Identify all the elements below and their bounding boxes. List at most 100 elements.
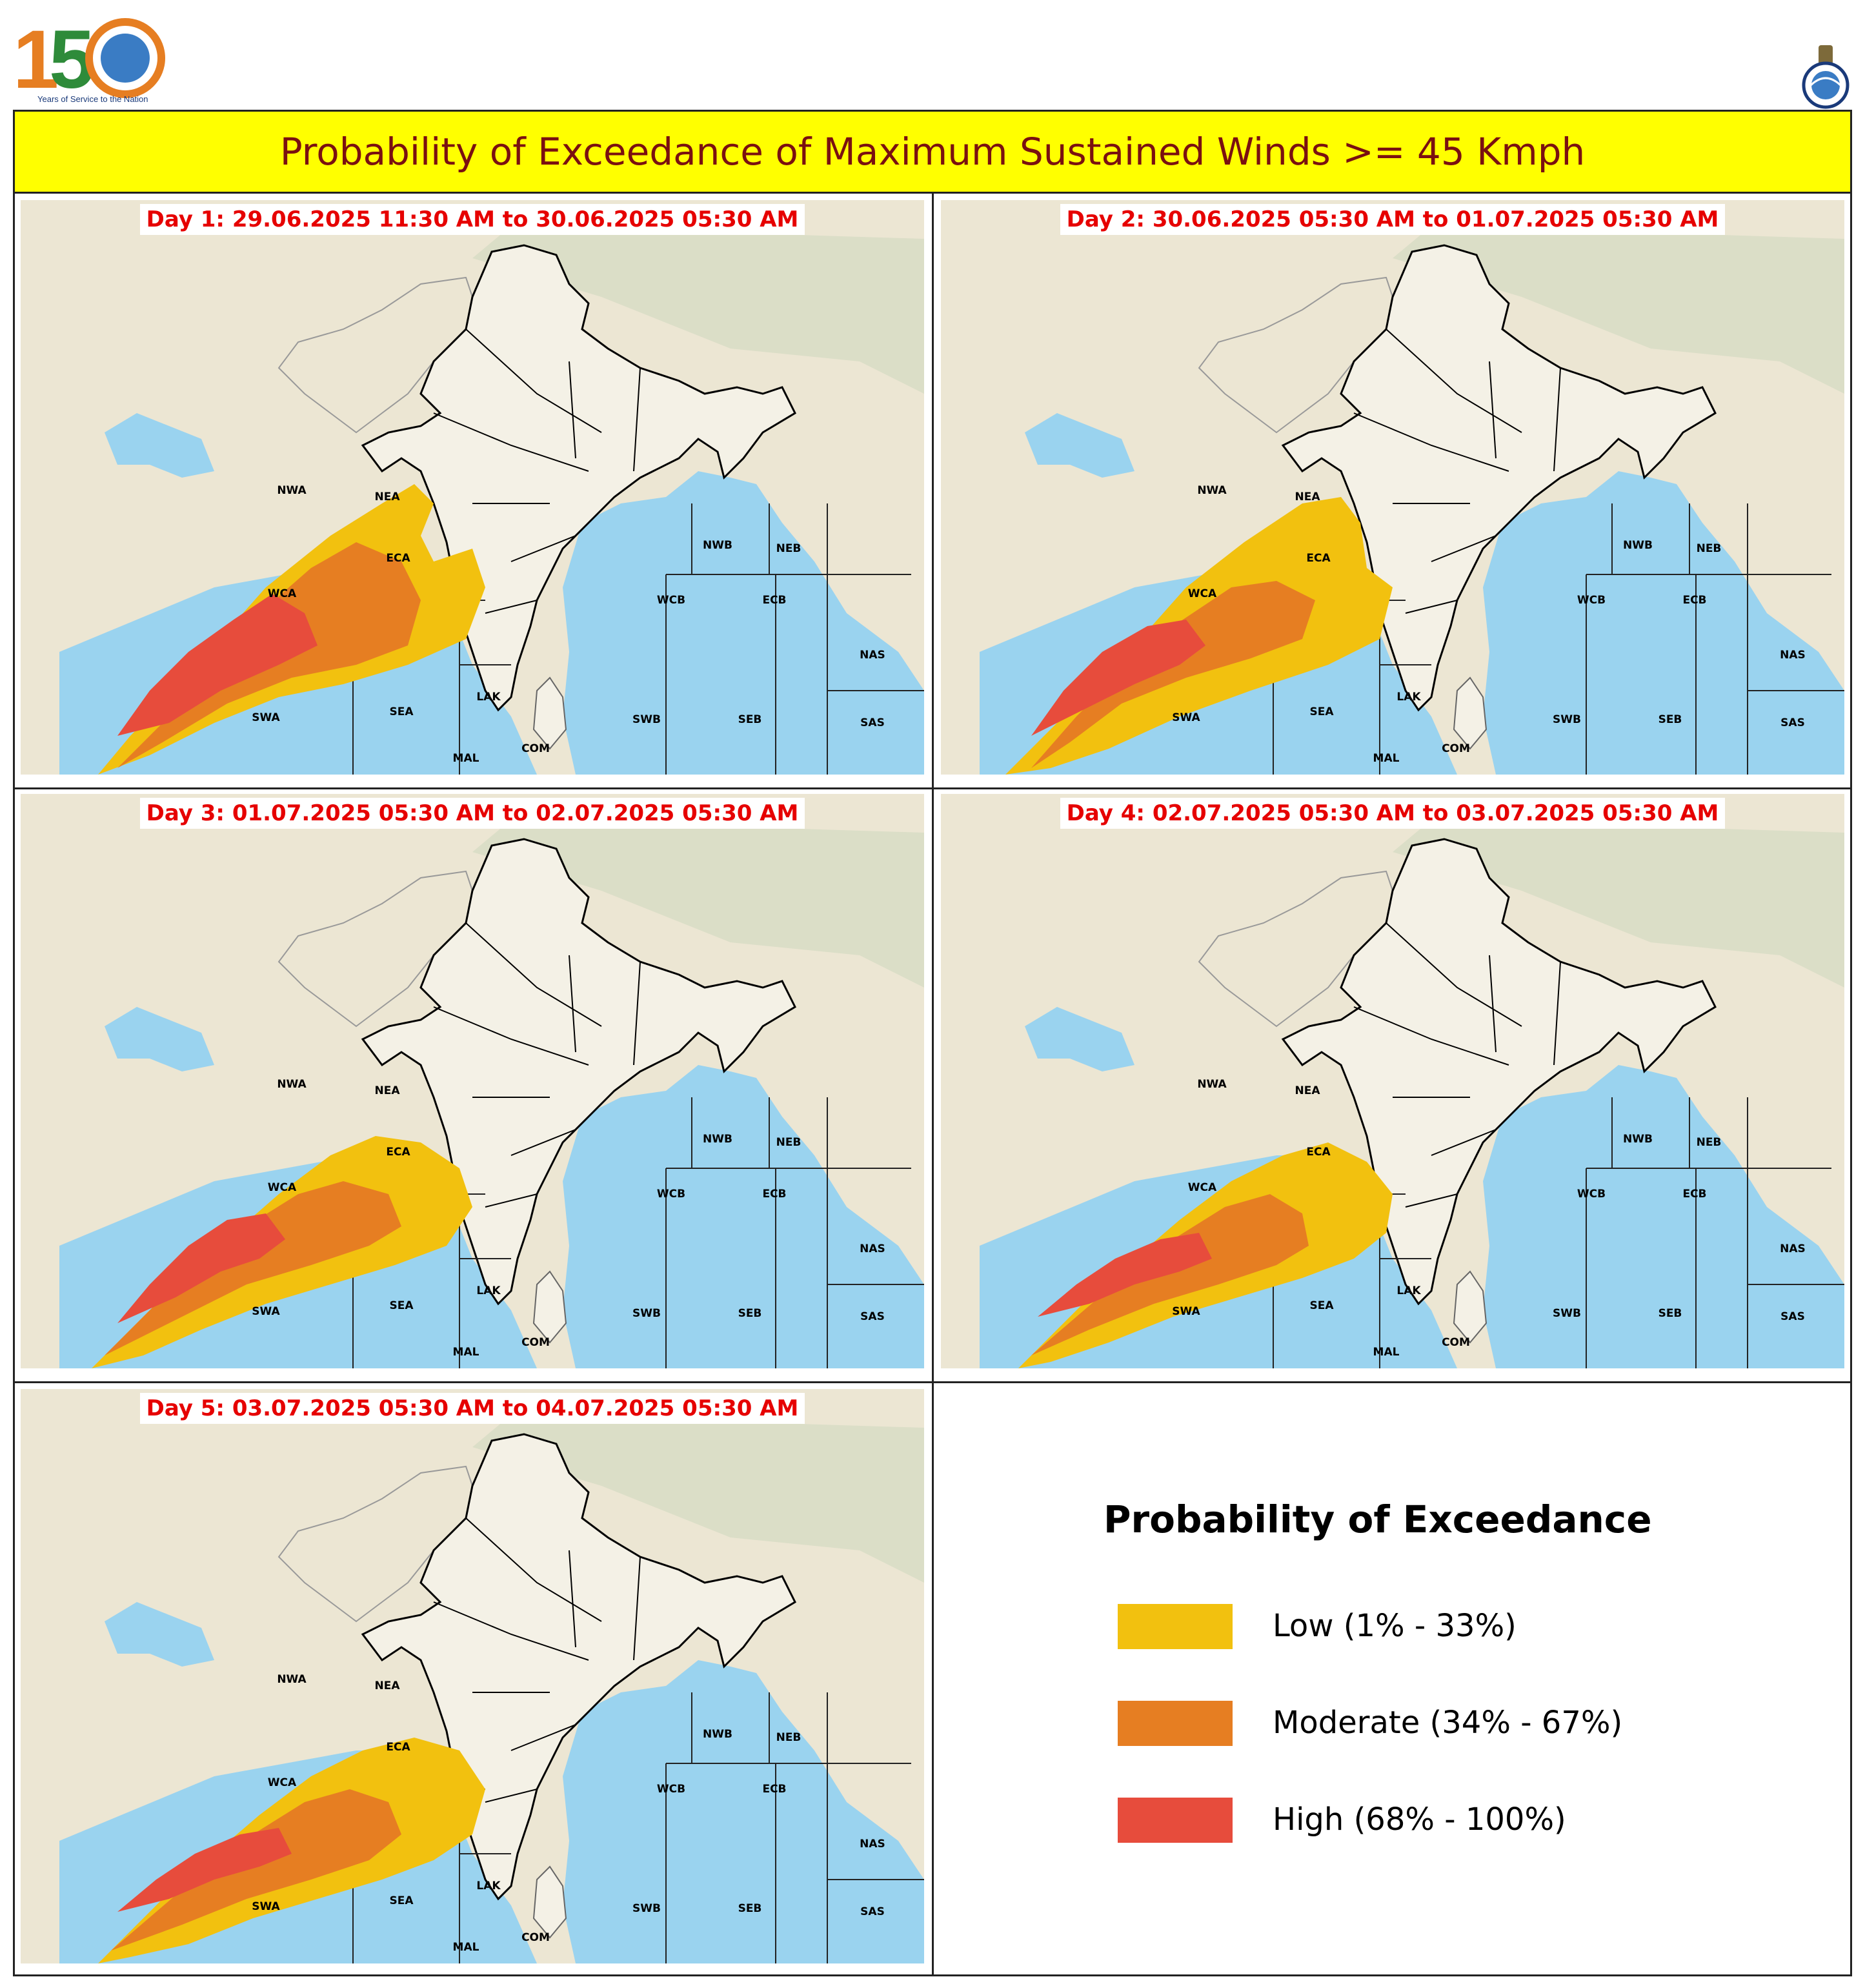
state-boundary (1553, 367, 1561, 472)
region-label-nwa: NWA (277, 1078, 307, 1091)
legend-title: Probability of Exceedance (1104, 1497, 1652, 1541)
day-1-label: Day 1: 29.06.2025 11:30 AM to 30.06.2025… (139, 204, 805, 235)
region-label-swa: SWA (1172, 711, 1200, 724)
state-boundary (485, 1789, 538, 1803)
region-label-com: COM (521, 1336, 550, 1349)
region-label-wcb: WCB (1577, 1188, 1606, 1201)
probability-zone-high (117, 1213, 285, 1323)
region-label-nas: NAS (860, 649, 885, 662)
sea-area (1483, 1065, 1844, 1368)
himalaya-terrain (1393, 226, 1844, 394)
legend-swatch-low (1118, 1604, 1233, 1649)
state-boundary (433, 1601, 589, 1661)
region-label-sas: SAS (860, 1905, 885, 1918)
national-emblem-logo (1802, 45, 1850, 109)
legend-swatch-high (1118, 1798, 1233, 1843)
region-label-wcb: WCB (657, 1783, 685, 1796)
region-label-seb: SEB (738, 1307, 762, 1320)
sea-area (563, 1660, 924, 1963)
himalaya-terrain (472, 1415, 924, 1583)
state-boundary (465, 922, 602, 1027)
state-boundary (633, 1556, 641, 1661)
india-outline (1281, 838, 1717, 1306)
region-label-eca: ECA (386, 1741, 410, 1754)
region-label-swa: SWA (1172, 1305, 1200, 1318)
map-panel-day-5: NWA NEA WCA ECA SWA SEA LAK MAL COM NWB NEB WCB ECB S… (21, 1389, 924, 1963)
region-label-swb: SWB (632, 713, 661, 726)
map-panel-day-4: NWA NEA WCA ECA SWA SEA LAK MAL COM NWB NEB WCB ECB S… (941, 794, 1844, 1368)
state-boundary (1353, 412, 1509, 472)
region-label-nea: NEA (375, 1084, 401, 1097)
map-svg: NWA NEA WCA ECA SWA SEA LAK MAL COM NWB NEB WCB ECB S… (21, 200, 924, 775)
sri-lanka (532, 1865, 567, 1939)
region-label-sas: SAS (1780, 1310, 1805, 1323)
region-label-lak: LAK (476, 1284, 501, 1297)
region-label-nwb: NWB (703, 1133, 732, 1146)
sea-area (105, 413, 214, 478)
probability-zone-high (1031, 620, 1205, 736)
state-boundary (1431, 1129, 1497, 1156)
map-svg: NWA NEA WCA ECA SWA SEA LAK MAL COM NWB NEB WCB ECB S… (21, 794, 924, 1368)
page-title: Probability of Exceedance of Maximum Sus… (279, 130, 1586, 174)
region-label-nwa: NWA (277, 1673, 307, 1686)
region-label-nwa: NWA (277, 484, 307, 497)
region-label-sas: SAS (860, 1310, 885, 1323)
region-label-wcb: WCB (657, 1188, 685, 1201)
region-label-eca: ECA (1306, 1146, 1331, 1159)
legend-swatch-moderate (1118, 1701, 1233, 1746)
region-label-sas: SAS (1780, 716, 1805, 729)
probability-zone-moderate (1031, 581, 1315, 768)
sea-area (1025, 1007, 1134, 1071)
region-label-nwa: NWA (1197, 1078, 1227, 1091)
india-outline (361, 838, 796, 1306)
sea-area (1483, 471, 1844, 775)
region-label-wcb: WCB (1577, 594, 1606, 607)
title-bar: Probability of Exceedance of Maximum Sus… (13, 110, 1852, 194)
pakistan-border (277, 276, 474, 434)
state-boundary (510, 535, 576, 562)
region-label-wca: WCA (1188, 587, 1217, 600)
region-label-nea: NEA (375, 491, 401, 503)
sea-area (105, 1007, 214, 1071)
region-label-ecb: ECB (762, 1783, 786, 1796)
region-label-swa: SWA (252, 1305, 280, 1318)
probability-zone-moderate (1031, 1194, 1309, 1355)
map-panel-day-1: NWA NEA WCA ECA SWA SEA LAK MAL COM NWB NEB WCB ECB S… (21, 200, 924, 775)
region-label-lak: LAK (476, 691, 501, 704)
himalaya-terrain (472, 226, 924, 394)
state-boundary (1489, 361, 1497, 459)
region-label-seb: SEB (1658, 1307, 1682, 1320)
region-label-wcb: WCB (657, 594, 685, 607)
imd-150-years-logo: 1 5 Years of Service to the Nation (13, 14, 165, 106)
region-label-seb: SEB (738, 713, 762, 726)
region-label-ecb: ECB (762, 1188, 786, 1201)
state-boundary (1405, 1193, 1458, 1208)
state-boundary (1405, 600, 1458, 614)
region-label-mal: MAL (453, 1346, 479, 1359)
region-label-seb: SEB (738, 1902, 762, 1915)
legend: Probability of Exceedance Low (1% - 33%)… (936, 1384, 1849, 1972)
map-svg: NWA NEA WCA ECA SWA SEA LAK MAL COM NWB NEB WCB ECB S… (21, 1389, 924, 1963)
region-label-mal: MAL (453, 1941, 479, 1954)
map-panel-day-2: NWA NEA WCA ECA SWA SEA LAK MAL COM NWB NEB WCB ECB S… (941, 200, 1844, 775)
day-5-label: Day 5: 03.07.2025 05:30 AM to 04.07.2025… (139, 1393, 805, 1424)
region-label-neb: NEB (1697, 542, 1722, 555)
region-label-com: COM (1442, 742, 1470, 755)
sea-area (105, 1602, 214, 1667)
panel-divider-vertical (932, 194, 934, 1976)
panel-divider-horizontal-2 (13, 1381, 1852, 1383)
legend-label-moderate: Moderate (34% - 67%) (1273, 1705, 1623, 1741)
legend-label-low: Low (1% - 33%) (1273, 1608, 1517, 1644)
sri-lanka (1453, 676, 1487, 750)
region-label-wca: WCA (268, 1776, 297, 1789)
day-4-label: Day 4: 02.07.2025 05:30 AM to 03.07.2025… (1060, 798, 1726, 829)
probability-zone-high (1038, 1233, 1212, 1317)
region-label-swa: SWA (252, 711, 280, 724)
region-label-com: COM (1442, 1336, 1470, 1349)
logo-caption: Years of Service to the Nation (37, 94, 148, 104)
himalaya-terrain (472, 820, 924, 988)
state-boundary (633, 961, 641, 1066)
sri-lanka (1453, 1270, 1487, 1344)
state-boundary (1431, 535, 1497, 562)
region-label-lak: LAK (1396, 1284, 1421, 1297)
